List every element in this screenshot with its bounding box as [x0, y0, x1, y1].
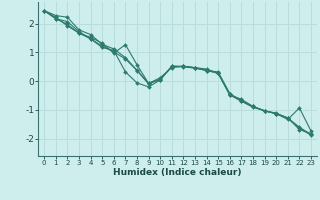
X-axis label: Humidex (Indice chaleur): Humidex (Indice chaleur): [113, 168, 242, 177]
